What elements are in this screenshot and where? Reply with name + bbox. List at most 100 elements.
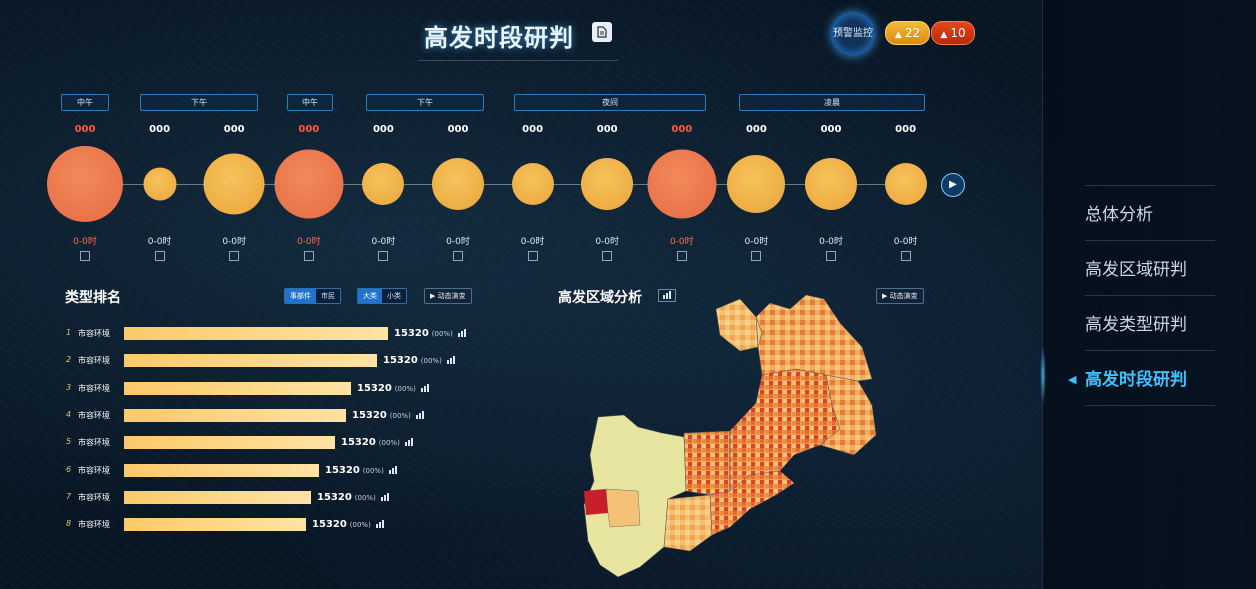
document-button[interactable]	[592, 22, 612, 42]
rank-value-number: 15320	[317, 491, 352, 503]
rank-percent: (00%)	[378, 439, 400, 448]
timeline-point[interactable]: 000 0-0时	[718, 124, 794, 265]
toggle-option-major[interactable]: 大类	[358, 289, 382, 303]
period-label[interactable]: 凌晨	[739, 94, 925, 111]
timeline-point[interactable]: 000 0-0时	[271, 124, 347, 265]
bar-chart-icon[interactable]	[405, 438, 415, 447]
ranking-row[interactable]: 1 市容环境 15320 (00%)	[60, 326, 480, 342]
panel-glow	[1040, 345, 1046, 405]
bar-chart-icon[interactable]	[416, 410, 426, 419]
point-checkbox[interactable]	[453, 251, 463, 261]
map-region-north[interactable]	[755, 295, 873, 382]
nav-item-overall[interactable]: 总体分析	[1085, 185, 1215, 240]
period-label[interactable]: 下午	[140, 94, 258, 111]
rank-value-number: 15320	[352, 409, 387, 421]
timeline-bubble[interactable]	[432, 158, 484, 210]
bar-chart-icon[interactable]	[389, 465, 399, 474]
ranking-row[interactable]: 6 市容环境 15320 (00%)	[60, 463, 480, 479]
point-checkbox[interactable]	[676, 251, 687, 261]
point-checkbox[interactable]	[303, 251, 314, 261]
timeline-bubble[interactable]	[274, 149, 344, 219]
document-icon	[597, 26, 607, 38]
timeline-point[interactable]: 000 0-0时	[47, 124, 123, 265]
bar-chart-icon[interactable]	[447, 356, 457, 365]
timeline-bubble[interactable]	[511, 163, 554, 205]
rank-value-number: 15320	[383, 355, 418, 367]
timeline-bubble[interactable]	[727, 155, 786, 213]
rank-value: 15320 (00%)	[312, 519, 371, 530]
category-toggle[interactable]: 大类 小类	[357, 288, 407, 304]
point-checkbox[interactable]	[602, 251, 613, 261]
timeline-point[interactable]: 000 0-0时	[345, 124, 421, 265]
bar-chart-icon[interactable]	[458, 329, 468, 337]
toggle-option-citizen[interactable]: 市民	[316, 289, 340, 303]
warning-count-badge[interactable]: ▲ 22	[885, 21, 930, 45]
ranking-row[interactable]: 4 市容环境 15320 (00%)	[60, 408, 480, 424]
ranking-row[interactable]: 2 市容环境 15320 (00%)	[60, 353, 480, 369]
period-label[interactable]: 中午	[61, 94, 109, 111]
timeline-point[interactable]: 000 0-0时	[420, 124, 496, 265]
timeline-bubble[interactable]	[805, 158, 857, 210]
timeline-bubble[interactable]	[884, 163, 927, 205]
timeline-point[interactable]: 000 0-0时	[495, 124, 571, 265]
timeline-bubble[interactable]	[143, 167, 177, 201]
nav-item-label: 总体分析	[1085, 205, 1153, 225]
bar-chart-icon[interactable]	[421, 383, 431, 392]
timeline-bubble[interactable]	[47, 146, 123, 222]
point-checkbox[interactable]	[527, 251, 538, 261]
bubble-area	[47, 140, 123, 228]
point-checkbox[interactable]	[80, 251, 90, 261]
map-region-south[interactable]	[663, 494, 713, 552]
period-label[interactable]: 夜间	[514, 94, 706, 111]
alarm-monitor-button[interactable]: 预警监控	[831, 12, 875, 56]
map-region-east[interactable]	[819, 374, 877, 456]
timeline-point[interactable]: 000 0-0时	[793, 124, 869, 265]
ranking-dynamic-button[interactable]: ▶ 动态演变	[424, 288, 472, 304]
map-region-southwest[interactable]	[605, 488, 641, 528]
point-checkbox[interactable]	[229, 251, 240, 261]
region-heat-map[interactable]	[580, 295, 880, 577]
timeline-point[interactable]: 000 0-0时	[196, 124, 272, 265]
timeline-point[interactable]: 000 0-0时	[569, 124, 645, 265]
point-checkbox[interactable]	[751, 251, 762, 261]
region-dynamic-button[interactable]: ▶ 动态演变	[876, 288, 924, 304]
map-region-hotspot[interactable]	[584, 489, 608, 515]
period-label[interactable]: 中午	[287, 94, 333, 111]
nav-item-type[interactable]: 高发类型研判	[1085, 295, 1215, 350]
bar-chart-icon[interactable]	[376, 520, 386, 529]
rank-percent: (00%)	[394, 384, 416, 393]
bubble-area	[271, 140, 347, 228]
ranking-row[interactable]: 3 市容环境 15320 (00%)	[60, 381, 480, 397]
toggle-option-minor[interactable]: 小类	[382, 289, 406, 303]
point-checkbox[interactable]	[378, 251, 389, 261]
bar-chart-icon[interactable]	[381, 492, 391, 501]
ranking-row[interactable]: 7 市容环境 15320 (00%)	[60, 490, 480, 506]
point-time: 0-0时	[147, 237, 172, 247]
point-checkbox[interactable]	[826, 251, 836, 261]
rank-index: 4	[66, 409, 72, 419]
timeline-point[interactable]: 000 0-0时	[644, 124, 720, 265]
rank-bar	[124, 490, 311, 504]
point-checkbox[interactable]	[900, 251, 911, 261]
map-region-middle[interactable]	[729, 368, 841, 492]
rank-value-number: 15320	[394, 328, 429, 339]
timeline-bubble[interactable]	[647, 149, 717, 219]
source-toggle[interactable]: 事部件 市民	[284, 288, 341, 304]
ranking-row[interactable]: 5 市容环境 15320 (00%)	[60, 435, 480, 451]
timeline-point[interactable]: 000 0-0时	[122, 124, 198, 265]
map-region-northwest[interactable]	[715, 298, 763, 352]
period-label[interactable]: 下午	[366, 94, 484, 111]
timeline-bubble[interactable]	[203, 153, 265, 215]
ranking-row[interactable]: 8 市容环境 15320 (00%)	[60, 517, 480, 533]
timeline-bubble[interactable]	[362, 163, 405, 205]
map-region-central[interactable]	[683, 430, 731, 496]
nav-item-period[interactable]: ◀ 高发时段研判	[1068, 350, 1215, 406]
timeline-point[interactable]: 000 0-0时	[868, 124, 944, 265]
point-checkbox[interactable]	[154, 251, 165, 261]
nav-item-region[interactable]: 高发区域研判	[1085, 240, 1215, 295]
toggle-option-parts[interactable]: 事部件	[285, 289, 316, 303]
bar-chart-icon[interactable]	[658, 289, 676, 302]
timeline-play-button[interactable]: ▶	[941, 173, 965, 197]
timeline-bubble[interactable]	[581, 158, 634, 210]
alert-count-badge[interactable]: ▲ 10	[931, 21, 975, 45]
